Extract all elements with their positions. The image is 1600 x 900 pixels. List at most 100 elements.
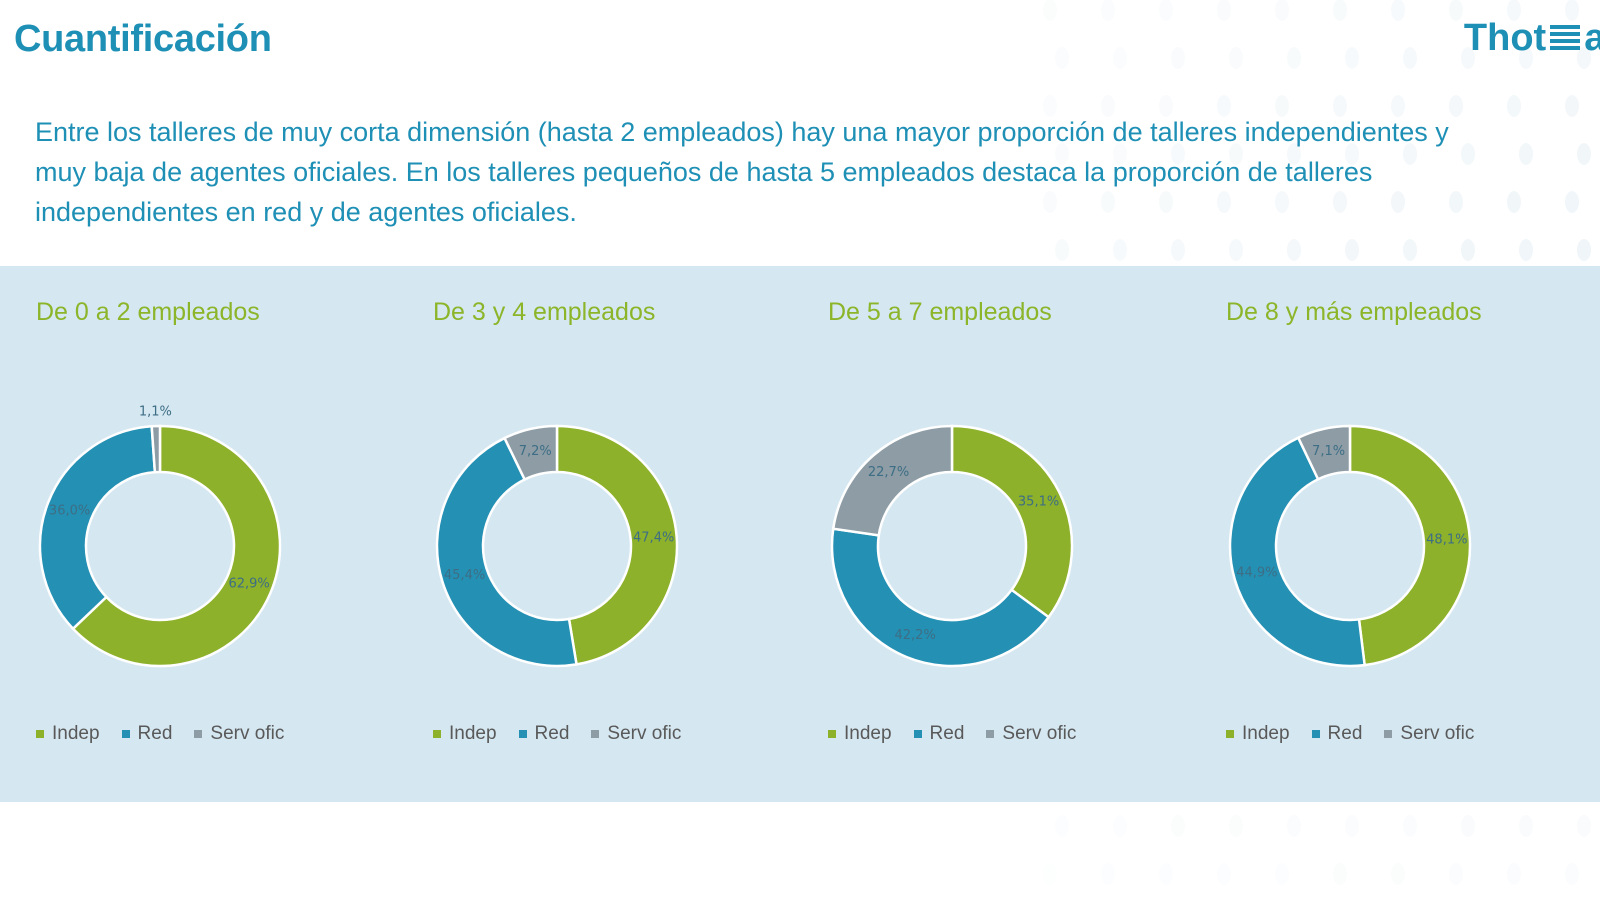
legend-item-red: Red	[1311, 723, 1363, 745]
background-dot	[1391, 863, 1405, 885]
background-dot	[1403, 143, 1417, 165]
logo-text-end: at	[1584, 16, 1600, 59]
legend-swatch	[591, 730, 600, 738]
background-dot	[1217, 0, 1231, 21]
legend-label: Indep	[449, 723, 497, 744]
background-dot	[1055, 239, 1069, 261]
data-label-indep: 48,1%	[1426, 533, 1467, 548]
background-dot	[1171, 47, 1185, 69]
background-dot	[1461, 815, 1475, 837]
background-dot	[1519, 47, 1533, 69]
background-dot	[1229, 239, 1243, 261]
legend-swatch	[1384, 730, 1393, 738]
background-dot	[1449, 191, 1463, 213]
data-label-serv-ofic: 7,2%	[519, 444, 552, 459]
legend-item-indep: Indep	[433, 723, 497, 745]
chart-title: De 5 a 7 empleados	[828, 298, 1052, 326]
background-dot	[1403, 47, 1417, 69]
legend-item-serv-ofic: Serv ofic	[194, 723, 284, 745]
chart-panel-3-4: De 3 y 4 empleados 47,4% 45,4% 7,2% Indep …	[433, 266, 773, 802]
legend-item-indep: Indep	[828, 723, 892, 745]
legend-label: Indep	[52, 723, 100, 744]
legend-label: Serv ofic	[1002, 723, 1077, 744]
background-dot	[1507, 191, 1521, 213]
background-dot	[1577, 143, 1591, 165]
donut-slice-indep	[950, 424, 1074, 619]
donut-slice-red	[435, 436, 578, 668]
donut-slice-indep	[1348, 424, 1472, 667]
background-dot	[1159, 191, 1173, 213]
background-dot	[1113, 815, 1127, 837]
background-dot	[1275, 0, 1289, 21]
chart-legend: Indep Red Serv ofic	[433, 723, 703, 745]
logo-text-start: Thot	[1463, 16, 1547, 59]
legend-label: Red	[534, 723, 570, 744]
stacked-lines-icon	[1550, 25, 1581, 50]
background-dot	[1333, 191, 1347, 213]
background-dot	[1229, 815, 1243, 837]
background-dot	[1345, 815, 1359, 837]
background-dot	[1577, 239, 1591, 261]
background-dot	[1287, 815, 1301, 837]
data-label-red: 45,4%	[444, 568, 485, 583]
donut-slice-serv-ofic	[502, 424, 559, 482]
legend-swatch	[36, 730, 44, 738]
legend-label: Red	[1327, 723, 1363, 744]
data-label-serv-ofic: 7,1%	[1312, 444, 1345, 459]
background-dot	[1577, 815, 1591, 837]
background-dot	[1519, 143, 1533, 165]
chart-legend: Indep Red Serv ofic	[1226, 723, 1496, 745]
legend-swatch	[1311, 730, 1320, 738]
donut-slice-red	[1228, 436, 1367, 668]
background-dot	[1171, 815, 1185, 837]
background-dot	[1171, 143, 1185, 165]
background-dot	[1113, 143, 1127, 165]
background-dot	[1159, 863, 1173, 885]
background-dot	[1391, 0, 1405, 21]
background-dot	[1275, 95, 1289, 117]
background-dot	[1287, 47, 1301, 69]
data-label-red: 42,2%	[895, 628, 936, 643]
background-dot	[1565, 191, 1579, 213]
background-dot	[1113, 239, 1127, 261]
legend-swatch	[913, 730, 922, 738]
background-dot	[1159, 95, 1173, 117]
chart-legend: Indep Red Serv ofic	[36, 723, 306, 745]
legend-item-red: Red	[121, 723, 173, 745]
data-label-indep: 35,1%	[1018, 495, 1059, 510]
background-dot	[1461, 47, 1475, 69]
donut-slice-serv-ofic	[150, 424, 162, 474]
background-dot	[1461, 143, 1475, 165]
chart-panel-0-2: De 0 a 2 empleados 62,9% 36,0% 1,1% Indep …	[36, 266, 376, 802]
background-dot	[1055, 815, 1069, 837]
legend-swatch	[1226, 730, 1234, 738]
legend-label: Red	[137, 723, 173, 744]
donut-slice-red	[830, 527, 1051, 668]
intro-text: Entre los talleres de muy corta dimensió…	[35, 117, 1449, 227]
background-dot	[1403, 815, 1417, 837]
donut-slice-indep	[71, 424, 282, 668]
data-label-serv-ofic: 22,7%	[868, 465, 909, 480]
chart-title: De 0 a 2 empleados	[36, 298, 260, 326]
background-dot	[1507, 95, 1521, 117]
chart-panel-5-7: De 5 a 7 empleados 35,1% 42,2% 22,7% Indep…	[828, 266, 1168, 802]
legend-swatch	[121, 730, 130, 738]
background-dot	[1391, 95, 1405, 117]
background-dot	[1507, 863, 1521, 885]
legend-swatch	[194, 730, 203, 738]
legend-item-red: Red	[518, 723, 570, 745]
donut-slice-indep	[555, 424, 679, 666]
background-dot	[1159, 0, 1173, 21]
background-dot	[1043, 863, 1057, 885]
chart-title: De 8 y más empleados	[1226, 298, 1482, 326]
background-dot	[1229, 47, 1243, 69]
legend-label: Indep	[1242, 723, 1290, 744]
legend-item-serv-ofic: Serv ofic	[591, 723, 681, 745]
background-dot	[1101, 863, 1115, 885]
legend-swatch	[518, 730, 527, 738]
background-dot	[1275, 863, 1289, 885]
data-label-red: 44,9%	[1236, 566, 1277, 581]
background-dot	[1577, 47, 1591, 69]
donut-chart: 35,1% 42,2% 22,7%	[830, 424, 1074, 668]
background-dot	[1519, 239, 1533, 261]
